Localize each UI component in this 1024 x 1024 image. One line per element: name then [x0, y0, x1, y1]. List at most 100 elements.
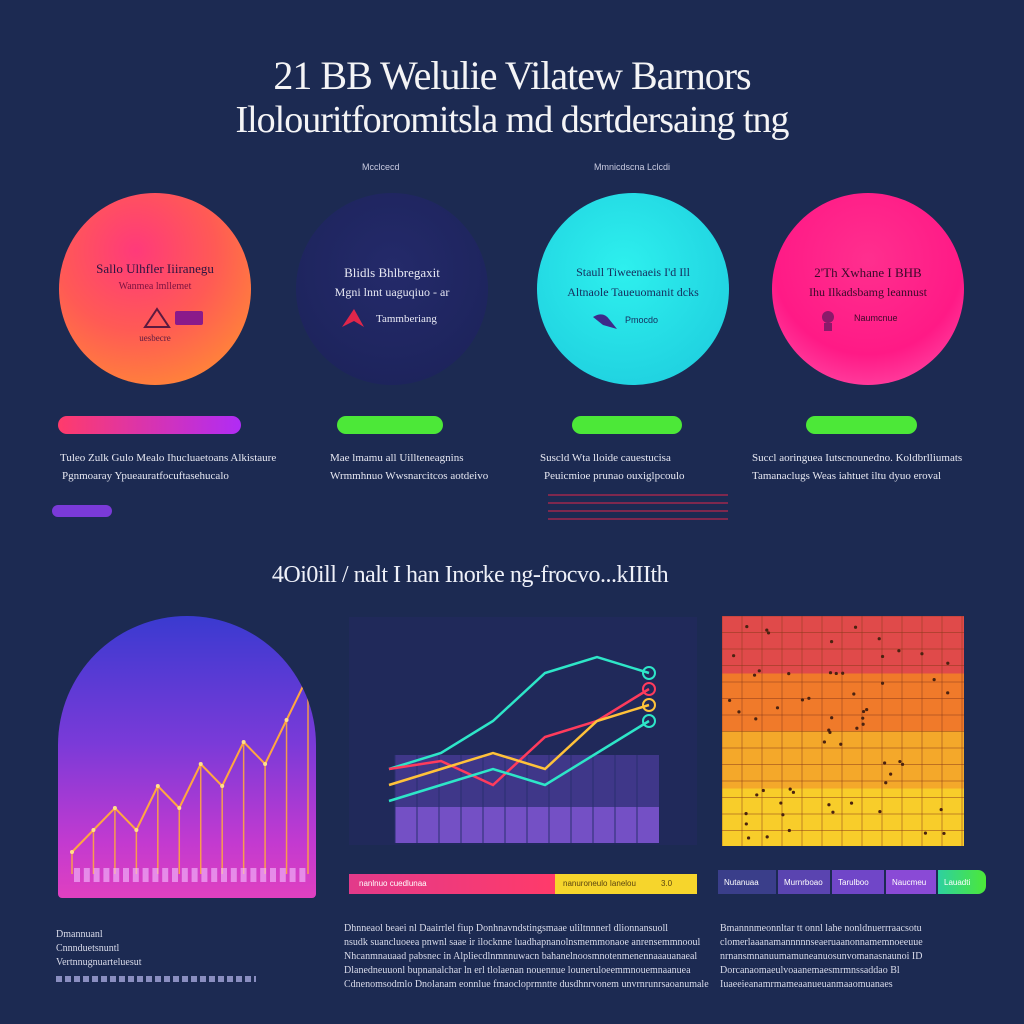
heatmap-cell-dot [732, 654, 736, 658]
triangle-icon [143, 307, 171, 328]
segment-4-label: Naucmeu [892, 878, 927, 887]
segment-3[interactable]: Tarulboo [832, 870, 884, 894]
area-chart-line [71, 675, 309, 853]
paragraph-middle: Dhnneaol beaei nl Daairrlel fiup Donhnav… [344, 922, 709, 992]
segment-1[interactable]: Nutanuaa [718, 870, 776, 894]
line-chart-end-marker [642, 682, 656, 696]
heatmap-band [722, 731, 964, 789]
mini-bar-icon [175, 311, 203, 325]
area-chart [70, 674, 310, 882]
progress-pill-1 [58, 416, 241, 434]
heatmap-cell-dot [942, 831, 946, 836]
area-chart-base-tick [250, 868, 257, 882]
section-heading: 4Oi0ill / nalt I han Inorke ng-frocvo...… [271, 562, 669, 588]
heatmap-cell-dot [900, 762, 905, 766]
heatmap-cell-dot [728, 698, 732, 703]
heatmap-cell-dot [788, 787, 792, 791]
heatmap-cell-dot [822, 740, 827, 744]
split-bar-left: nanlnuo cuedlunaa [349, 874, 555, 894]
heatmap-panel [722, 616, 964, 846]
caption-4-line2: Tamanaclugs Weas iahtuet iltu dyuo erova… [752, 470, 942, 482]
segment-5-label: Lauadti [944, 878, 971, 887]
heatmap-cell-dot [877, 637, 881, 641]
segment-3-label: Tarulboo [838, 878, 869, 887]
area-chart-base-tick [240, 868, 247, 882]
heatmap-cell-dot [787, 828, 791, 833]
heatmap-cell-dot [827, 803, 831, 807]
metric-card-2-detail: Tammberiang [376, 313, 437, 325]
area-chart-point [155, 784, 160, 788]
paragraph-right: Bmannnmeonnltar tt onnl lahe nonldnuerrr… [720, 922, 923, 992]
segment-1-label: Nutanuaa [724, 878, 759, 887]
heatmap-band [722, 616, 964, 674]
heatmap-cell-dot [878, 809, 882, 814]
heatmap-cell-dot [765, 835, 769, 839]
area-chart-point [284, 718, 289, 722]
metric-card-2-title: Blidls Bhlbregaxit [344, 265, 440, 280]
area-chart-point [241, 740, 246, 744]
line-chart-series-1 [388, 655, 650, 771]
heatmap-cell-dot [779, 801, 783, 805]
metric-card-1-subtitle: Wanmea lmllemet [118, 281, 192, 292]
area-chart-base-tick [211, 868, 218, 882]
metric-card-2[interactable]: Blidls Bhlbregaxit Mgni lnnt uaguqiuo - … [296, 193, 488, 385]
caption-2-line2: Wrmmhnuo Wwsnarcitcos aotdeivo [330, 470, 489, 482]
caption-3-line2: Peuicmioe prunao ouxiglpcoulo [544, 470, 685, 482]
segment-2-label: Murnrboao [784, 878, 823, 887]
metric-card-1[interactable]: Sallo Ulhfler Iiiranegu Wanmea lmllemet … [59, 193, 251, 385]
note-left-1: Dmannuanl [56, 929, 103, 940]
bird-icon [593, 314, 617, 329]
area-chart-base-tick [162, 868, 169, 882]
metric-card-1-detail: uesbecre [139, 333, 171, 343]
area-chart-base-tick [113, 868, 120, 882]
heatmap-cell-dot [897, 649, 901, 653]
heatmap-cell-dot [831, 810, 835, 814]
page-title: 21 BB Welulie Vilatew Barnors [273, 53, 751, 98]
heatmap-cell-dot [757, 669, 761, 673]
split-bar-left-label: nanlnuo cuedlunaa [359, 879, 427, 888]
area-chart-base-tick [152, 868, 159, 882]
heatmap-cell-dot [827, 728, 831, 732]
heatmap-cell-dot [800, 698, 805, 702]
metric-card-4-detail: Naumcnue [854, 313, 898, 323]
metric-card-4[interactable]: 2'Th Xwhane I BHB Ihu Ilkadsbamg leannus… [772, 193, 964, 385]
line-chart-end-marker [642, 666, 656, 680]
note-left-2: Cnnnduetsnuntl [56, 943, 120, 954]
heatmap-cell-dot [765, 628, 769, 632]
heatmap-cell-dot [853, 625, 858, 629]
heatmap-cell-dot [923, 831, 928, 835]
area-chart-base-tick [181, 868, 188, 882]
area-chart-base-tick [142, 868, 149, 882]
line-chart-end-marker [642, 698, 656, 712]
page-subtitle: Ilolouritforomitsla md dsrtdersaing tng [235, 99, 789, 141]
metric-card-4-title: 2'Th Xwhane I BHB [814, 265, 922, 280]
metric-card-3-subtitle: Altnaole Taueuomanit dcks [567, 285, 699, 299]
heatmap-cell-dot [861, 709, 866, 714]
heatmap-cell-dot [787, 672, 791, 676]
heatmap-cell-dot [744, 811, 748, 816]
line-chart-panel [349, 617, 697, 845]
heatmap-cell-dot [852, 692, 856, 696]
segment-2[interactable]: Murnrboao [778, 870, 830, 894]
heatmap-chart [722, 616, 964, 846]
segment-4[interactable]: Naucmeu [886, 870, 936, 894]
segment-5[interactable]: Lauadti [938, 870, 986, 894]
metric-card-3-detail: Pmocdo [625, 315, 659, 325]
split-bar-tail: 3.0 [661, 879, 673, 888]
heatmap-cell-dot [861, 716, 865, 720]
metric-card-3-title: Staull Tiweenaeis I'd Ill [576, 265, 690, 279]
progress-pill-4 [806, 416, 917, 434]
heatmap-cell-dot [883, 761, 887, 765]
metric-card-3[interactable]: Staull Tiweenaeis I'd Ill Altnaole Taueu… [537, 193, 729, 385]
area-chart-base-tick [172, 868, 178, 882]
heatmap-cell-dot [849, 801, 854, 805]
caption-3-line1: Suscld Wta lloide cauestucisa [540, 452, 671, 464]
caption-2-line1: Mae lmamu all Uillteneagnins [330, 452, 464, 464]
area-chart-base-tick [103, 868, 110, 882]
area-chart-point [220, 784, 225, 788]
area-chart-base-tick [230, 868, 237, 882]
area-chart-point [134, 828, 139, 832]
caption-4-line1: Succl aoringuea Iutscnounedno. Koldbrlli… [752, 452, 963, 464]
area-chart-point [70, 850, 74, 854]
section-label-left: Mcclcecd [362, 162, 400, 172]
